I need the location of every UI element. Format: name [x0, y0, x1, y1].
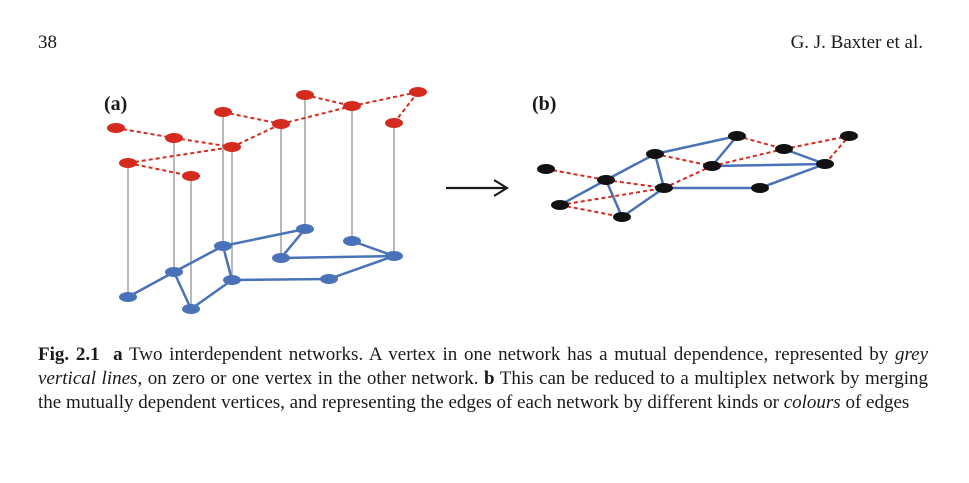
top-network-vertices — [107, 87, 427, 181]
vertex — [119, 158, 137, 168]
vertex — [223, 142, 241, 152]
bottom-network-vertices — [119, 224, 403, 314]
vertex — [165, 133, 183, 143]
page-number: 38 — [38, 32, 57, 53]
vertex — [646, 149, 664, 159]
caption-fig-label: Fig. 2.1 — [38, 344, 100, 365]
caption-part-b-text-1: This can be reduced to a multiplex netwo… — [38, 368, 929, 413]
vertex — [272, 119, 290, 129]
vertex — [296, 224, 314, 234]
caption-part-b-italic: colours — [783, 392, 841, 413]
vertex — [343, 101, 361, 111]
figure-2-1: (a) — [104, 87, 858, 314]
dependency-lines — [127, 95, 395, 309]
running-header-authors: G. J. Baxter et al. — [790, 32, 923, 53]
vertex — [385, 251, 403, 261]
vertex — [165, 267, 183, 277]
caption-part-a-label: a — [113, 344, 123, 365]
vertex — [320, 274, 338, 284]
panel-a: (a) — [104, 87, 427, 314]
vertex — [537, 164, 555, 174]
transform-arrow — [446, 179, 510, 197]
panel-b: (b) — [532, 93, 858, 222]
caption-part-b-text-2: of edges — [840, 392, 910, 413]
caption-part-b-label: b — [483, 368, 495, 389]
caption-part-a-text-1: Two interdependent networks. A vertex in… — [122, 344, 895, 365]
vertex — [703, 161, 721, 171]
vertex — [597, 175, 615, 185]
vertex — [343, 236, 361, 246]
bottom-network-edges — [127, 227, 395, 311]
vertex — [775, 144, 793, 154]
vertex — [119, 292, 137, 302]
vertex — [409, 87, 427, 97]
figure-caption: Fig. 2.1 a Two interdependent networks. … — [38, 343, 928, 415]
vertex — [223, 275, 241, 285]
red-edges — [545, 135, 850, 218]
vertex — [816, 159, 834, 169]
vertex — [751, 183, 769, 193]
caption-part-a-text-2: , on zero or one vertex in the other net… — [137, 368, 484, 389]
caption-part-a-italic: grey vertical lines — [38, 344, 929, 389]
panel-b-label: (b) — [532, 93, 556, 115]
vertex — [385, 118, 403, 128]
vertex — [840, 131, 858, 141]
vertex — [214, 241, 232, 251]
vertex — [728, 131, 746, 141]
panel-a-label: (a) — [104, 93, 127, 115]
top-network-edges — [115, 91, 419, 177]
blue-edges — [559, 134, 826, 219]
vertex — [613, 212, 631, 222]
merged-vertices — [537, 131, 858, 222]
vertex — [296, 90, 314, 100]
vertex — [214, 107, 232, 117]
vertex — [182, 304, 200, 314]
vertex — [107, 123, 125, 133]
vertex — [182, 171, 200, 181]
vertex — [655, 183, 673, 193]
vertex — [551, 200, 569, 210]
vertex — [272, 253, 290, 263]
